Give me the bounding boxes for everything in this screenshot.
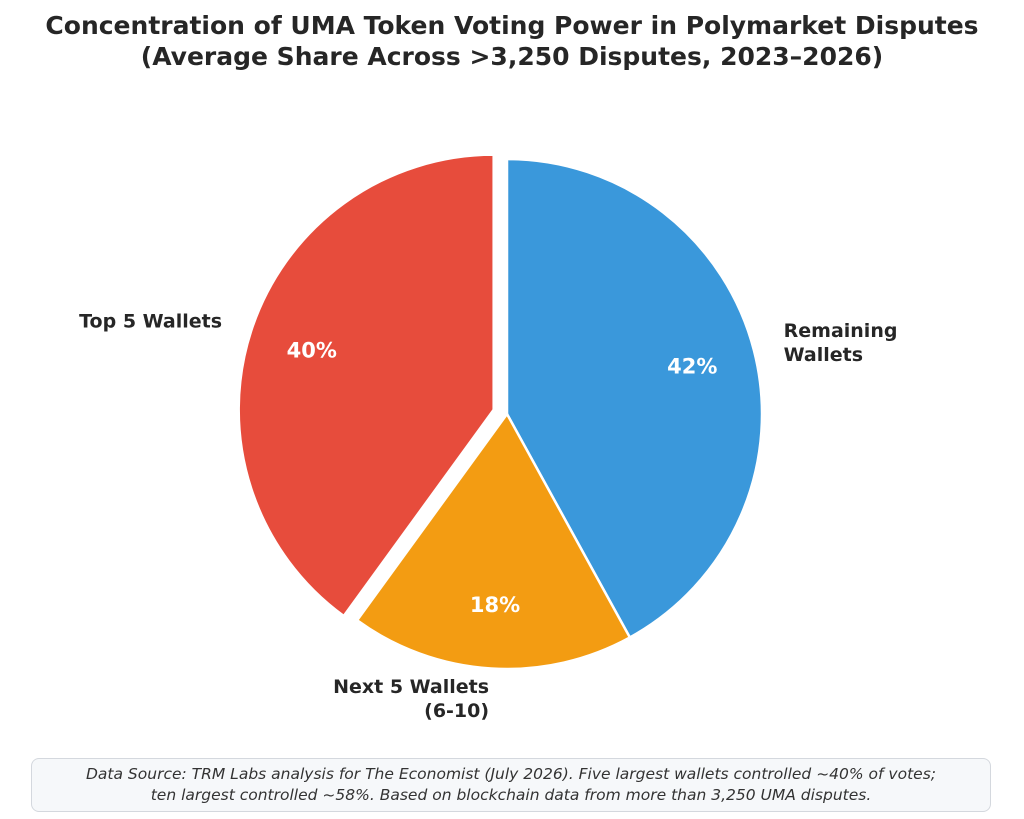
pie-slice-remaining-wallets — [505, 157, 764, 639]
pct-label-top-5-wallets: 40% — [287, 339, 337, 363]
category-label-remaining-wallets: Remaining Wallets — [784, 320, 898, 366]
pie-slices — [237, 153, 764, 671]
category-label-line: Top 5 Wallets — [79, 310, 222, 332]
category-label-next-5-wallets-6-10: Next 5 Wallets (6-10) — [333, 676, 489, 722]
pie-labels: 42% Remaining Wallets 18% Next 5 Wallets (6-1… — [79, 310, 897, 722]
pct-label-remaining-wallets: 42% — [667, 354, 717, 378]
source-note-line-2: ten largest controlled ~58%. Based on bl… — [150, 786, 872, 804]
category-label-line: Remaining — [784, 320, 898, 342]
chart-title-line-1: Concentration of UMA Token Voting Power … — [45, 11, 979, 40]
chart-title: Concentration of UMA Token Voting Power … — [0, 10, 1024, 72]
source-note: Data Source: TRM Labs analysis for The E… — [31, 758, 991, 812]
category-label-top-5-wallets: Top 5 Wallets — [79, 310, 222, 332]
pie-slice-next-5-wallets-6-10 — [355, 412, 632, 671]
pie-slice-top-5-wallets — [237, 153, 495, 618]
source-note-line-1: Data Source: TRM Labs analysis for The E… — [85, 765, 936, 783]
category-label-line: Next 5 Wallets — [333, 676, 489, 698]
pct-label-next-5-wallets-6-10: 18% — [470, 593, 520, 617]
category-label-line: Wallets — [784, 344, 863, 366]
chart-title-line-2: (Average Share Across >3,250 Disputes, 2… — [140, 42, 884, 71]
category-label-line: (6-10) — [424, 700, 489, 722]
